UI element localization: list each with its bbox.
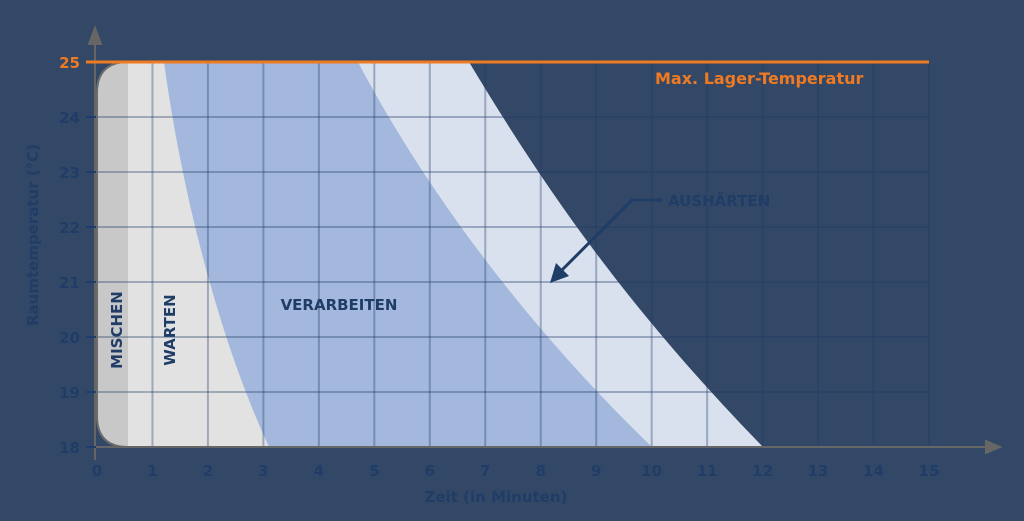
y-tick-label: 20 [59, 329, 80, 347]
callout-arrow-icon [550, 263, 569, 283]
x-tick-label: 9 [591, 462, 601, 480]
label-verarbeiten: VERARBEITEN [281, 296, 398, 314]
y-tick-label: 25 [59, 54, 80, 72]
y-ticks: 18 19 20 21 22 23 24 25 [59, 54, 96, 457]
x-tick-label: 5 [369, 462, 379, 480]
x-tick-label: 4 [314, 462, 324, 480]
axes [87, 25, 1003, 460]
zone-verarbeiten [97, 62, 652, 447]
y-tick-label: 18 [59, 439, 80, 457]
label-aushaerten: AUSHÄRTEN [668, 191, 770, 210]
x-tick-label: 8 [536, 462, 546, 480]
grid [97, 62, 930, 447]
x-tick-label: 7 [480, 462, 490, 480]
x-axis-title: Zeit (in Minuten) [425, 488, 568, 506]
x-axis-arrow-icon [985, 439, 1003, 455]
y-tick-label: 19 [59, 384, 80, 402]
zones [97, 62, 929, 447]
x-ticks: 0 1 2 3 4 5 6 7 8 9 10 11 12 13 14 15 [92, 462, 940, 480]
x-tick-label: 11 [697, 462, 718, 480]
x-tick-label: 15 [919, 462, 940, 480]
label-mischen: MISCHEN [108, 291, 126, 369]
y-axis-arrow-icon [87, 25, 103, 45]
x-tick-label: 14 [863, 462, 884, 480]
y-tick-label: 23 [59, 164, 80, 182]
y-axis-title: Raumtemperatur (°C) [24, 144, 42, 326]
x-tick-label: 12 [752, 462, 773, 480]
x-tick-label: 13 [808, 462, 829, 480]
label-warten: WARTEN [161, 294, 179, 365]
x-tick-label: 6 [425, 462, 435, 480]
max-temperature-label: Max. Lager-Temperatur [655, 69, 864, 88]
y-tick-label: 21 [59, 274, 80, 292]
y-tick-label: 24 [59, 109, 80, 127]
zone-mischen [97, 62, 128, 447]
x-tick-label: 3 [258, 462, 268, 480]
x-tick-label: 10 [641, 462, 662, 480]
x-tick-label: 2 [203, 462, 213, 480]
aushaerten-callout: AUSHÄRTEN [550, 191, 770, 283]
x-tick-label: 0 [92, 462, 102, 480]
y-tick-label: 22 [59, 219, 80, 237]
x-tick-label: 1 [147, 462, 157, 480]
zone-warten [97, 62, 269, 447]
